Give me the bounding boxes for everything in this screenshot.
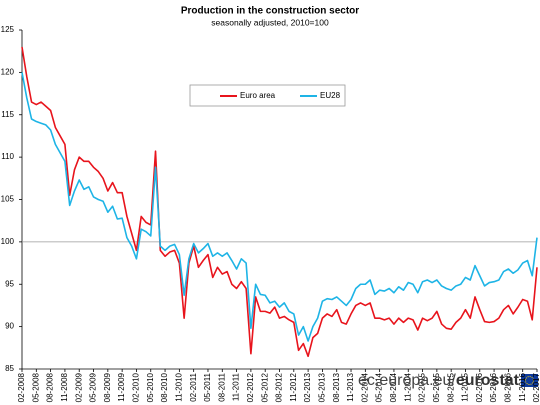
flag [521,374,538,387]
y-tick-label: 115 [1,110,14,119]
legend-box [189,84,346,107]
x-tick-label: 11-2015 [461,372,470,401]
x-tick-label: 02-2008 [17,372,26,402]
series-line [21,72,538,342]
y-tick-label: 90 [5,322,14,331]
x-tick-label: 08-2016 [503,372,512,402]
source-brand: eurostat [456,372,520,389]
x-tick-label: 11-2016 [518,372,527,401]
x-tick-label: 08-2013 [332,372,341,402]
y-tick-label: 110 [1,152,14,161]
x-tick-label: 08-2014 [389,372,398,402]
x-tick-label: 11-2009 [117,372,126,401]
x-tick-label: 08-2008 [46,372,55,402]
x-tick-label: 05-2010 [146,372,155,402]
legend-label: Euro area [240,91,276,100]
x-tick-label: 08-2015 [446,372,455,402]
x-tick-label: 05-2009 [89,372,98,402]
x-tick-label: 11-2013 [346,372,355,401]
x-tick-label: 02-2013 [303,372,312,402]
series-line [21,46,538,358]
x-tick-label: 02-2017 [532,372,540,402]
x-tick-label: 05-2011 [203,372,212,401]
source: ec.europa.eu/eurostat [358,372,520,389]
x-tick-label: 11-2008 [60,372,69,401]
x-tick-label: 08-2011 [217,372,226,401]
chart-title: Production in the construction sector [181,6,359,17]
y-tick-label: 105 [1,195,15,204]
x-tick-label: 05-2015 [432,372,441,402]
y-tick-label: 125 [1,25,15,34]
x-tick-label: 02-2014 [360,372,369,402]
x-tick-label: 02-2011 [189,372,198,401]
source-domain: ec.europa.eu/ [358,372,456,389]
x-tick-label: 02-2015 [418,372,427,402]
y-tick-label: 85 [5,364,14,373]
x-tick-label: 08-2012 [275,372,284,402]
x-tick-label: 02-2012 [246,372,255,402]
x-tick-label: 05-2012 [260,372,269,402]
x-tick-label: 11-2011 [232,372,241,401]
x-tick-label: 05-2008 [31,372,40,402]
x-tick-label: 05-2013 [318,372,327,402]
x-tick-label: 05-2014 [375,372,384,402]
legend-label: EU28 [320,91,341,100]
x-tick-label: 11-2012 [289,372,298,401]
x-tick-label: 02-2016 [475,372,484,402]
x-tick-label: 08-2009 [103,372,112,402]
x-tick-label: 08-2010 [160,372,169,402]
x-tick-label: 11-2014 [403,372,412,401]
y-tick-label: 100 [1,237,15,246]
x-tick-label: 05-2016 [489,372,498,402]
y-tick-label: 95 [5,279,14,288]
chart-subtitle: seasonally adjusted, 2010=100 [211,17,329,27]
x-tick-label: 02-2010 [132,372,141,402]
x-tick-label: 02-2009 [74,372,83,402]
y-tick-label: 120 [1,67,15,76]
x-tick-label: 11-2010 [174,372,183,401]
